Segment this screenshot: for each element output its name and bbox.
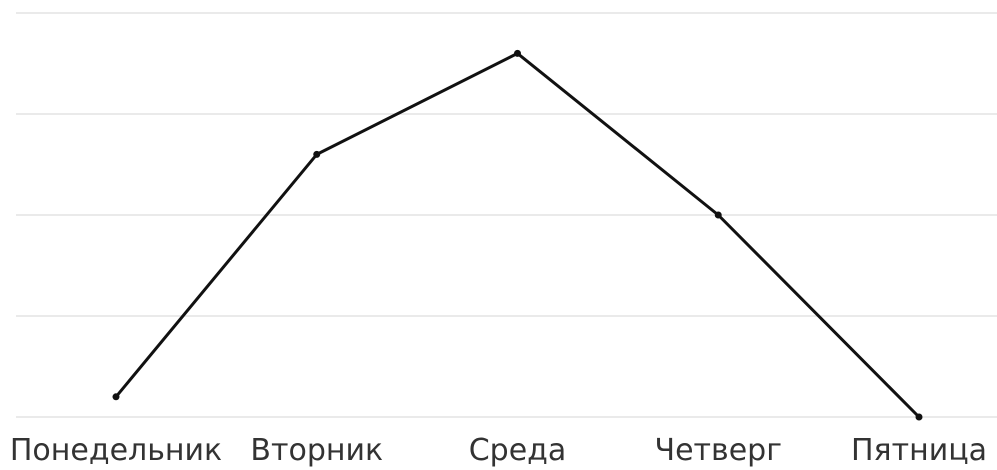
data-point: [112, 393, 120, 401]
x-tick-label: Среда: [469, 433, 567, 468]
x-axis-tick-labels: Понедельник Вторник Среда Четверг Пятница: [10, 433, 987, 468]
data-point: [514, 49, 521, 57]
x-tick-label: Понедельник: [10, 433, 222, 468]
data-points: [112, 49, 923, 421]
gridlines: [16, 12, 997, 418]
series-line: [114, 51, 921, 419]
data-point: [313, 150, 321, 158]
x-tick-label: Пятница: [851, 433, 987, 468]
x-tick-label: Вторник: [250, 433, 383, 468]
x-tick-label: Четверг: [655, 433, 782, 468]
data-point: [915, 413, 923, 421]
data-point: [714, 211, 722, 219]
